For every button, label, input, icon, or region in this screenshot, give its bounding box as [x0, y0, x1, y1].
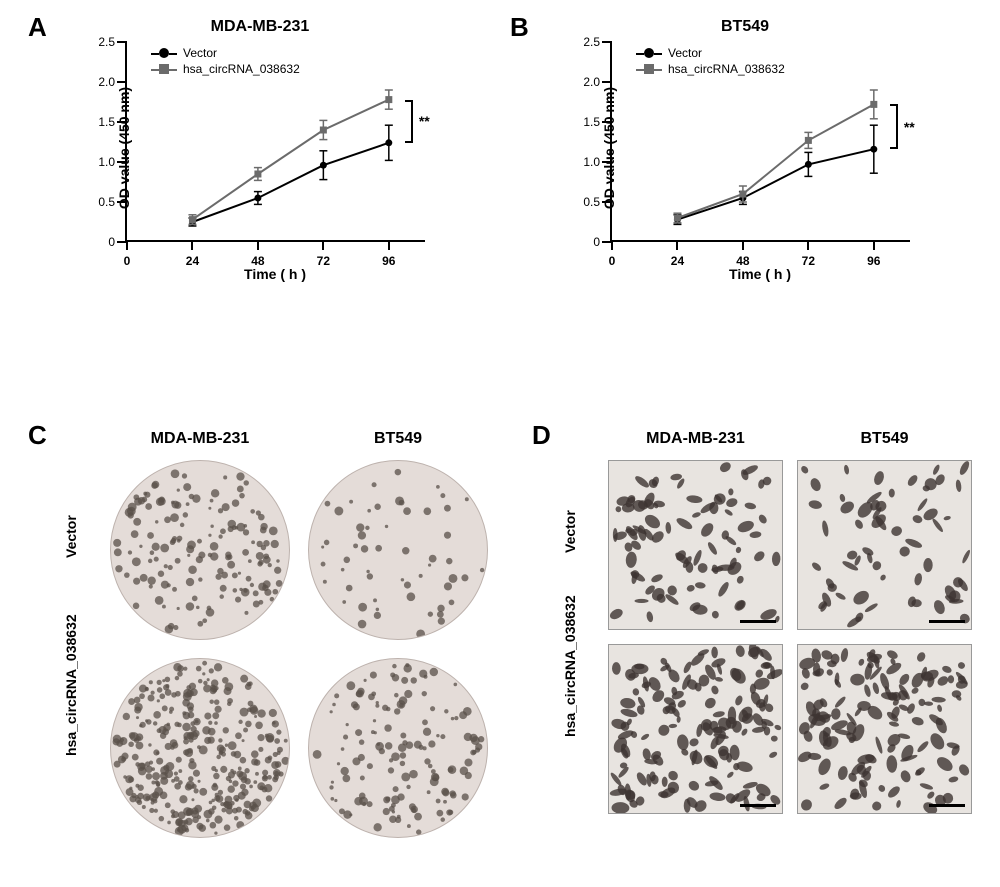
chart-b-title: BT549: [540, 18, 950, 36]
ytick: [602, 201, 612, 203]
chart-b-axes: 00.51.01.52.02.5024487296Vectorhsa_circR…: [610, 42, 910, 242]
legend-label: hsa_circRNA_038632: [183, 62, 300, 76]
transwell-image: [608, 460, 783, 630]
ytick: [117, 201, 127, 203]
panel-label-c: C: [28, 420, 47, 451]
ytick: [602, 81, 612, 83]
ytick: [117, 121, 127, 123]
legend-item: Vector: [636, 46, 785, 60]
circle-marker-icon: [159, 48, 169, 58]
significance-text: **: [419, 113, 430, 129]
ytick: [117, 41, 127, 43]
panel-label-a: A: [28, 12, 47, 43]
chart-b-xlabel: Time ( h ): [610, 266, 910, 282]
ytick-label: 0: [570, 235, 600, 249]
row-label: Vector: [63, 542, 79, 558]
ytick: [602, 121, 612, 123]
significance-bracket: [890, 104, 898, 149]
ytick-label: 0.5: [85, 195, 115, 209]
square-marker-icon: [159, 64, 169, 74]
legend-label: Vector: [668, 46, 702, 60]
colony-well: [110, 460, 290, 640]
column-header: MDA-MB-231: [110, 430, 290, 448]
ytick-label: 1.0: [570, 155, 600, 169]
row-label: hsa_circRNA_038632: [562, 721, 578, 737]
legend-item: Vector: [151, 46, 300, 60]
scalebar: [929, 620, 965, 623]
circle-marker-icon: [644, 48, 654, 58]
row-label: Vector: [562, 537, 578, 553]
panel-label-d: D: [532, 420, 551, 451]
scalebar: [929, 804, 965, 807]
transwell-image: [797, 460, 972, 630]
legend-label: Vector: [183, 46, 217, 60]
legend: Vector hsa_circRNA_038632: [151, 46, 300, 78]
panel-d-grid: MDA-MB-231 BT549 Vector hsa_circRNA_038632: [560, 430, 990, 870]
significance-text: **: [904, 119, 915, 135]
colony-well: [110, 658, 290, 838]
scalebar: [740, 620, 776, 623]
ytick-label: 2.5: [570, 35, 600, 49]
ytick-label: 1.0: [85, 155, 115, 169]
column-header: BT549: [797, 430, 972, 448]
ytick: [602, 41, 612, 43]
ytick-label: 1.5: [85, 115, 115, 129]
transwell-image: [608, 644, 783, 814]
significance-bracket: [405, 100, 413, 143]
ytick-label: 2.0: [570, 75, 600, 89]
ytick: [602, 161, 612, 163]
transwell-image: [797, 644, 972, 814]
column-header: BT549: [308, 430, 488, 448]
colony-well: [308, 460, 488, 640]
square-marker-icon: [644, 64, 654, 74]
scalebar: [740, 804, 776, 807]
chart-a-title: MDA-MB-231: [55, 18, 465, 36]
legend-item: hsa_circRNA_038632: [151, 62, 300, 76]
ytick: [117, 81, 127, 83]
chart-a-xlabel: Time ( h ): [125, 266, 425, 282]
legend-label: hsa_circRNA_038632: [668, 62, 785, 76]
ytick-label: 2.5: [85, 35, 115, 49]
chart-a: MDA-MB-231 OD value (450 nm) 00.51.01.52…: [55, 18, 465, 278]
chart-a-axes: 00.51.01.52.02.5024487296Vectorhsa_circR…: [125, 42, 425, 242]
chart-b: BT549 OD value (450 nm) 00.51.01.52.02.5…: [540, 18, 950, 278]
ytick-label: 1.5: [570, 115, 600, 129]
ytick-label: 0: [85, 235, 115, 249]
row-label: hsa_circRNA_038632: [63, 740, 79, 756]
ytick-label: 2.0: [85, 75, 115, 89]
legend-item: hsa_circRNA_038632: [636, 62, 785, 76]
panel-label-b: B: [510, 12, 529, 43]
legend: Vector hsa_circRNA_038632: [636, 46, 785, 78]
ytick: [117, 161, 127, 163]
panel-c-grid: MDA-MB-231 BT549 Vector hsa_circRNA_038632: [55, 430, 495, 870]
ytick-label: 0.5: [570, 195, 600, 209]
colony-well: [308, 658, 488, 838]
column-header: MDA-MB-231: [608, 430, 783, 448]
